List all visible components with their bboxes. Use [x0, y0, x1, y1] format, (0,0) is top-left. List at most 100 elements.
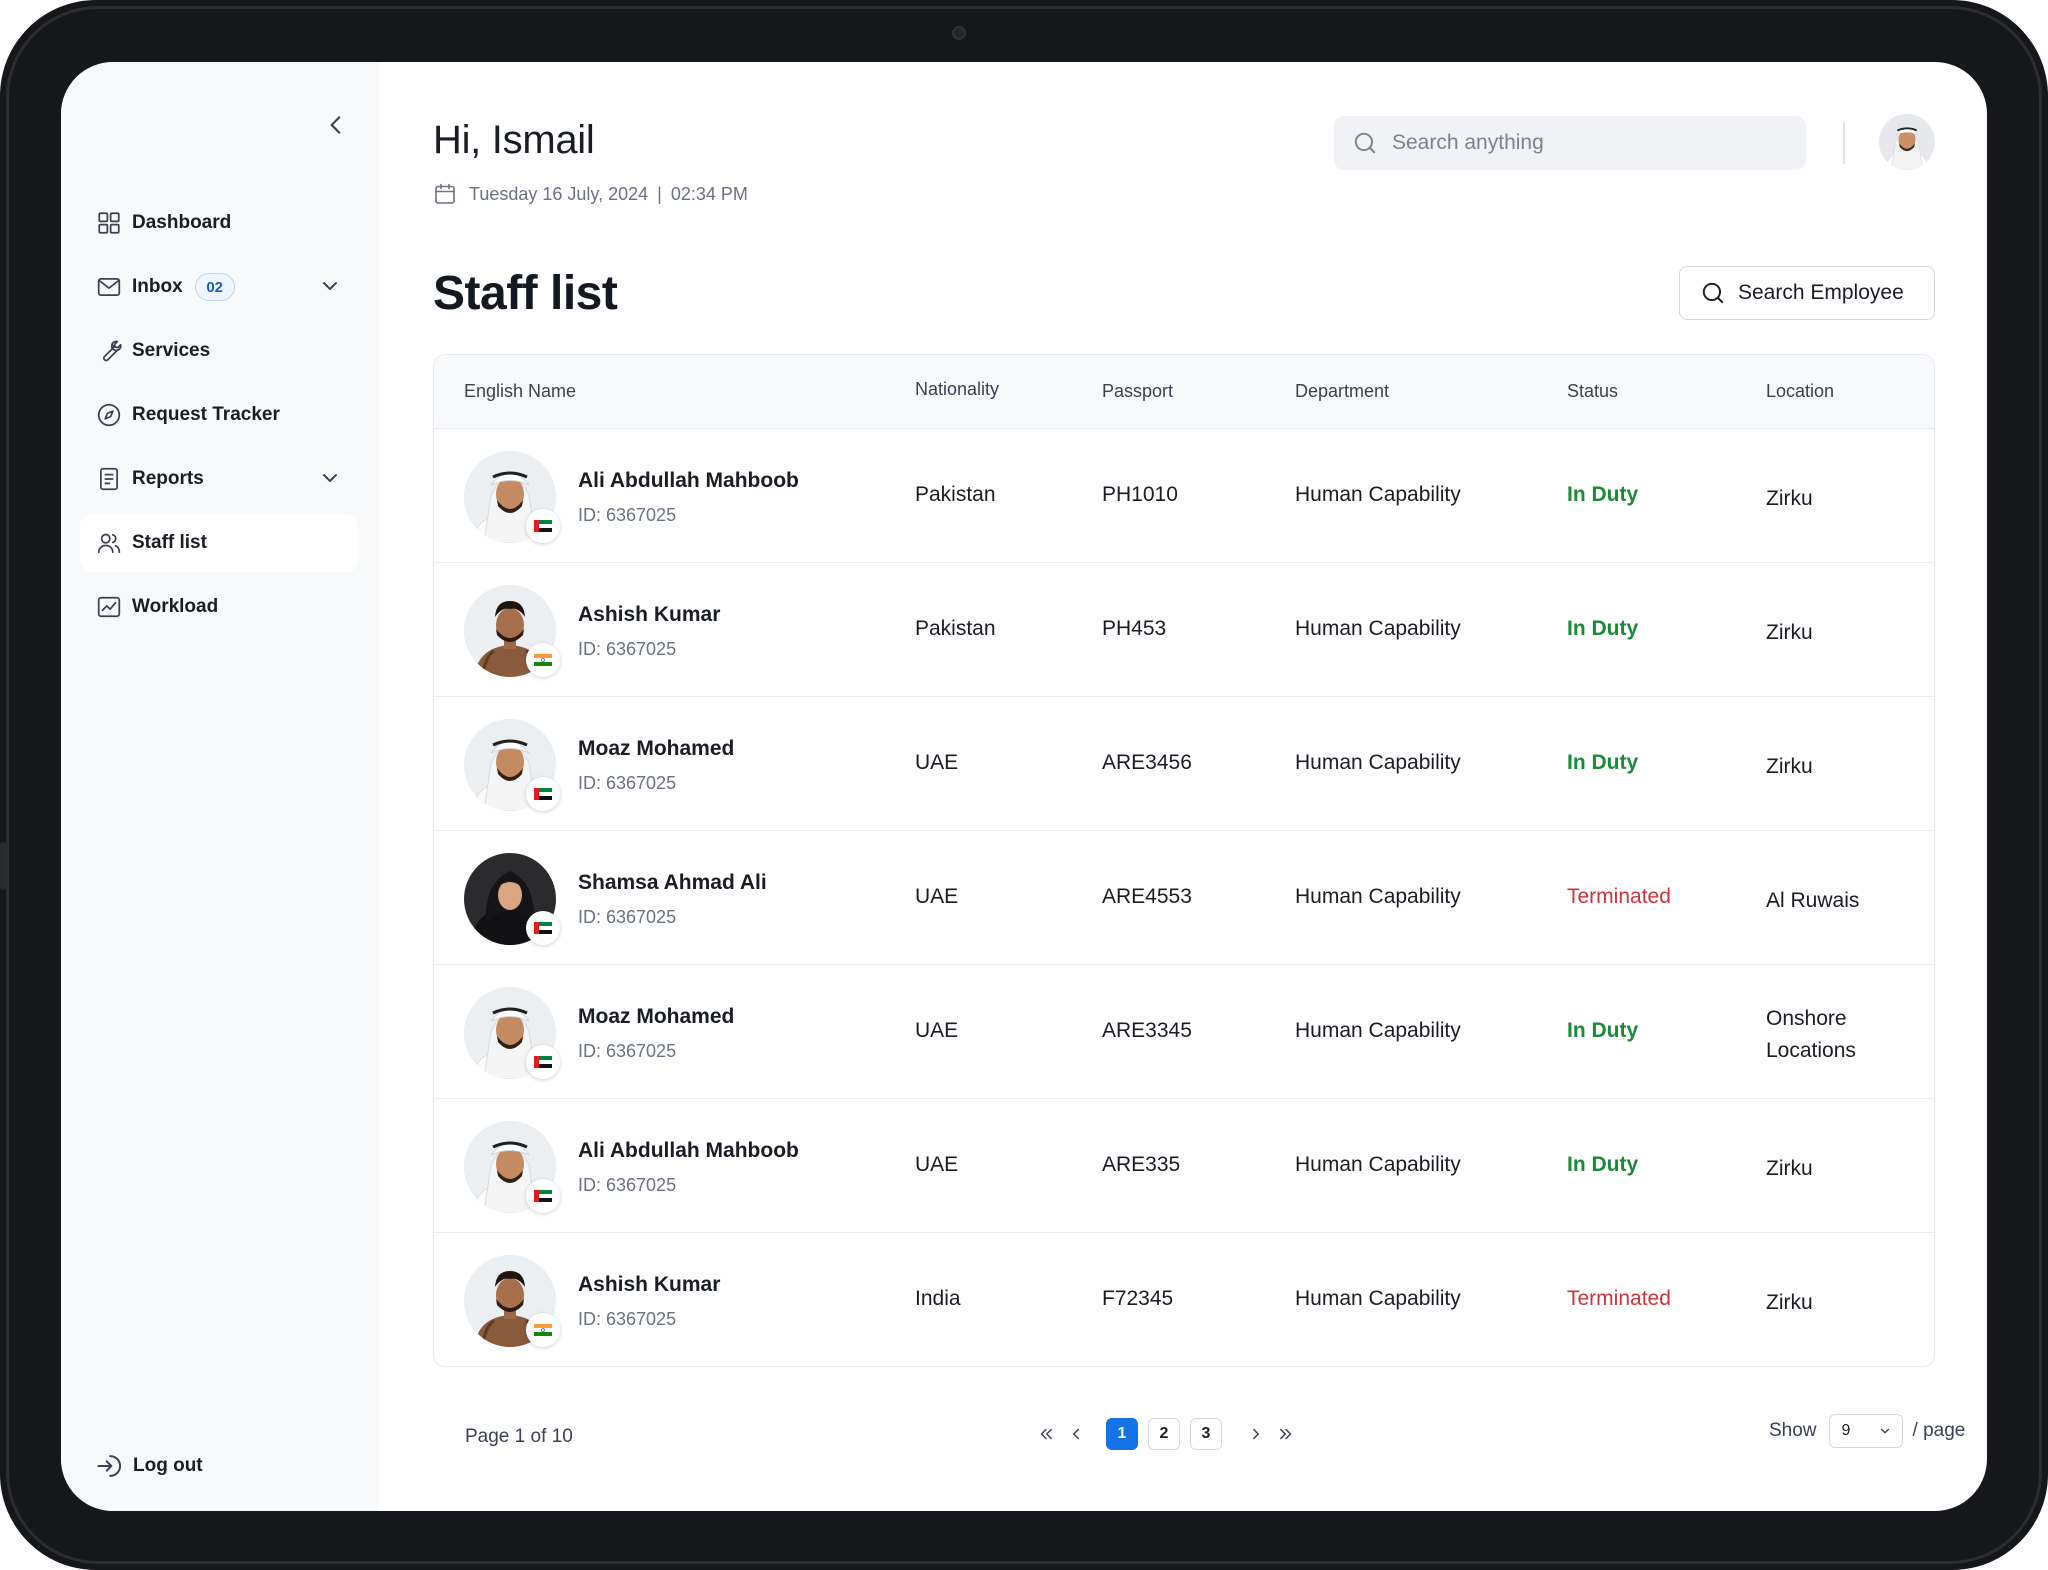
employee-id: ID: 6367025 [578, 1175, 677, 1195]
sidebar-item-request-tracker[interactable]: Request Tracker [80, 386, 358, 444]
sidebar-item-staff-list[interactable]: Staff list [80, 514, 358, 572]
page-indicator: Page 1 of 10 [465, 1426, 573, 1447]
sidebar-item-reports[interactable]: Reports [80, 450, 358, 508]
employee-id: ID: 6367025 [578, 505, 677, 525]
table-row[interactable]: Shamsa Ahmad Ali ID: 6367025 UAE ARE4553 Hum… [434, 831, 1934, 965]
passport-cell: F72345 [1102, 1287, 1174, 1310]
employee-name[interactable]: Moaz Mohamed [578, 1005, 735, 1028]
table-body: Ali Abdullah Mahboob ID: 6367025 Pakistan P… [434, 429, 1934, 1366]
page-2-button[interactable]: 2 [1148, 1418, 1180, 1450]
search-employee-label: Search Employee [1738, 281, 1904, 304]
sidebar-item-label: Reports [132, 468, 204, 489]
employee-id: ID: 6367025 [578, 907, 677, 927]
date-time: Tuesday 16 July, 2024 | 02:34 PM [433, 182, 748, 206]
wrench-icon [103, 340, 122, 362]
uae-flag-icon [526, 777, 560, 811]
prev-page-button[interactable] [1061, 1418, 1091, 1450]
nationality-cell: UAE [915, 751, 959, 774]
user-avatar[interactable] [1879, 114, 1935, 170]
date-time-separator: | [657, 183, 662, 204]
uae-flag-icon [526, 911, 560, 945]
search-employee-button[interactable]: Search Employee [1679, 266, 1935, 320]
global-search[interactable] [1334, 116, 1806, 170]
table-row[interactable]: Moaz Mohamed ID: 6367025 UAE ARE3345 Human C… [434, 965, 1934, 1099]
sidebar-item-label: Services [132, 340, 211, 361]
nationality-cell: UAE [915, 885, 959, 908]
page-3-button[interactable]: 3 [1190, 1418, 1222, 1450]
location-cell: Zirku [1766, 1157, 1813, 1180]
per-page-select[interactable]: 9 [1828, 1414, 1903, 1448]
show-label: Show [1769, 1420, 1817, 1441]
grid-icon [98, 212, 120, 234]
current-date: Tuesday 16 July, 2024 [469, 183, 649, 204]
india-flag-icon [526, 643, 560, 677]
table-row[interactable]: Ali Abdullah Mahboob ID: 6367025 Pakistan P… [434, 429, 1934, 563]
next-page-button[interactable] [1241, 1418, 1271, 1450]
document-icon [100, 467, 118, 491]
passport-cell: ARE3456 [1102, 751, 1192, 774]
employee-name[interactable]: Ashish Kumar [578, 1273, 721, 1296]
per-page-suffix: / page [1912, 1420, 1966, 1441]
sidebar-item-label: Dashboard [132, 212, 232, 233]
status-badge: In Duty [1567, 1019, 1639, 1042]
employee-name[interactable]: Ali Abdullah Mahboob [578, 1139, 799, 1162]
chevron-left-icon[interactable] [323, 112, 349, 138]
current-time: 02:34 PM [670, 183, 748, 204]
department-cell: Human Capability [1295, 1153, 1461, 1176]
status-badge: In Duty [1567, 751, 1639, 774]
sidebar-item-dashboard[interactable]: Dashboard [80, 194, 358, 252]
first-page-button[interactable] [1031, 1418, 1061, 1450]
chevron-down-icon[interactable] [318, 466, 342, 490]
logout-icon [97, 1455, 122, 1477]
sidebar-item-label: Inbox [132, 276, 183, 297]
table-header: English Name Nationality Passport Depart… [434, 355, 1934, 429]
column-header-passport[interactable]: Passport [1102, 381, 1174, 401]
department-cell: Human Capability [1295, 617, 1461, 640]
sidebar-item-label: Staff list [132, 532, 207, 553]
chevron-right-icon [1253, 1428, 1259, 1440]
logout-button[interactable]: Log out [95, 1452, 203, 1480]
employee-id: ID: 6367025 [578, 773, 677, 793]
passport-cell: ARE3345 [1102, 1019, 1192, 1042]
sidebar-item-services[interactable]: Services [80, 322, 358, 380]
employee-name[interactable]: Moaz Mohamed [578, 737, 735, 760]
search-input[interactable] [1392, 131, 1782, 155]
nationality-cell: India [915, 1287, 961, 1310]
employee-name[interactable]: Ali Abdullah Mahboob [578, 469, 799, 492]
uae-flag-icon [526, 1045, 560, 1079]
passport-cell: PH453 [1102, 617, 1167, 640]
chevrons-right-icon [1280, 1428, 1292, 1440]
column-header-english-name[interactable]: English Name [464, 381, 577, 401]
passport-cell: ARE335 [1102, 1153, 1181, 1176]
table-row[interactable]: Ashish Kumar ID: 6367025 Pakistan PH453 Huma… [434, 563, 1934, 697]
column-header-location[interactable]: Location [1766, 381, 1835, 401]
sidebar-item-inbox[interactable]: Inbox 02 [80, 258, 358, 316]
column-header-department[interactable]: Department [1295, 381, 1390, 401]
staff-table: English Name Nationality Passport Depart… [433, 354, 1935, 1367]
status-badge: In Duty [1567, 1153, 1639, 1176]
uae-flag-icon [526, 1179, 560, 1213]
sidebar-item-workload[interactable]: Workload [80, 578, 358, 636]
last-page-button[interactable] [1271, 1418, 1301, 1450]
column-header-nationality[interactable]: Nationality [915, 379, 1000, 399]
nationality-cell: Pakistan [915, 483, 996, 506]
side-button [0, 842, 6, 890]
table-row[interactable]: Ashish Kumar ID: 6367025 India F72345 Human … [434, 1233, 1934, 1366]
table-row[interactable]: Ali Abdullah Mahboob ID: 6367025 UAE ARE335… [434, 1099, 1934, 1233]
users-icon [97, 533, 121, 554]
calendar-icon [435, 183, 455, 204]
location-cell: Zirku [1766, 755, 1813, 778]
inbox-count-badge: 02 [194, 273, 235, 301]
page-title: Staff list [433, 267, 618, 320]
search-icon [1354, 132, 1376, 154]
chevron-down-icon [1880, 1428, 1889, 1434]
logout-label: Log out [133, 1455, 203, 1476]
department-cell: Human Capability [1295, 483, 1461, 506]
page-1-button[interactable]: 1 [1106, 1418, 1138, 1450]
employee-name[interactable]: Ashish Kumar [578, 603, 721, 626]
column-header-status[interactable]: Status [1567, 381, 1619, 401]
chevron-down-icon[interactable] [318, 274, 342, 298]
table-row[interactable]: Moaz Mohamed ID: 6367025 UAE ARE3456 Human C… [434, 697, 1934, 831]
employee-name[interactable]: Shamsa Ahmad Ali [578, 871, 767, 894]
